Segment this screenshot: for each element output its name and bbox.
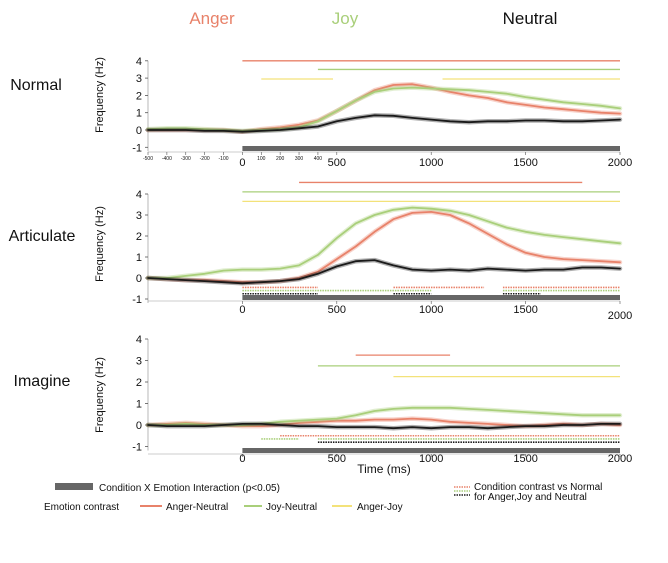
legend-anger-joy-label: Anger-Joy (357, 502, 403, 513)
x-tick-label: 1000 (419, 453, 443, 465)
x-tick-label: -500 (143, 156, 153, 162)
series-line-neutral (147, 114, 621, 133)
series-line-joy (147, 206, 621, 279)
x-tick-label: -200 (200, 156, 210, 162)
series-line-anger (147, 210, 621, 284)
x-tick-label: 1000 (419, 304, 443, 316)
header-joy-label: Joy (332, 9, 359, 28)
y-tick-label: 1 (136, 399, 142, 411)
y-axis-title: Frequency (Hz) (94, 357, 106, 433)
panel-articulate: Articulate Frequency (Hz) -1 0 1 2 3 4 0 500 1000 1… (9, 181, 632, 322)
row-label: Articulate (9, 228, 76, 245)
y-tick-label: 4 (136, 189, 142, 201)
x-tick-label: 0 (239, 304, 245, 316)
y-tick-label: 4 (136, 334, 142, 346)
x-tick-label: 400 (314, 156, 323, 162)
legend-normal-contrast-line1: Condition contrast vs Normal (474, 482, 602, 493)
y-tick-label: 0 (136, 420, 142, 432)
x-tick-label: 100 (257, 156, 266, 162)
y-axis-title: Frequency (Hz) (94, 57, 106, 133)
x-tick-label: 2000 (608, 157, 632, 169)
panel-imagine: Imagine Frequency (Hz) -1 0 1 2 3 4 0 500 1000 1500… (14, 334, 633, 465)
y-tick-label: 3 (136, 210, 142, 222)
legend-joy-neutral-label: Joy-Neutral (266, 502, 317, 513)
legend-normal-contrast-line2: for Anger,Joy and Neutral (474, 492, 587, 503)
y-tick-label: 2 (136, 90, 142, 102)
interaction-bar (242, 448, 620, 453)
x-tick-label: -400 (162, 156, 172, 162)
y-tick-label: 0 (136, 125, 142, 137)
x-tick-label: -300 (181, 156, 191, 162)
x-tick-label: 0 (239, 157, 245, 169)
y-axis-title: Frequency (Hz) (94, 206, 106, 282)
legend-interaction-swatch (55, 483, 93, 490)
interaction-bar (242, 295, 620, 300)
y-tick-label: 4 (136, 56, 142, 68)
y-tick-label: 3 (136, 73, 142, 85)
series-line-joy (147, 406, 621, 426)
y-tick-label: -1 (132, 142, 142, 154)
x-tick-label: 2000 (608, 453, 632, 465)
x-tick-label: 300 (295, 156, 304, 162)
panel-normal: Normal Frequency (Hz) -1 0 1 2 3 4 -500 -400 -300 -… (10, 56, 632, 169)
panels: Normal Frequency (Hz) -1 0 1 2 3 4 -500 -400 -300 -… (9, 56, 633, 465)
legend-emotion-contrast-label: Emotion contrast (44, 502, 119, 513)
x-axis-title: Time (ms) (357, 462, 411, 476)
header-anger-label: Anger (189, 9, 235, 28)
legend: Condition X Emotion Interaction (p<0.05)… (44, 482, 602, 513)
x-tick-label: 200 (276, 156, 285, 162)
y-tick-label: -1 (132, 442, 142, 454)
row-label: Normal (10, 77, 62, 94)
y-tick-label: 1 (136, 252, 142, 264)
y-tick-label: 2 (136, 377, 142, 389)
x-tick-label: 1000 (419, 157, 443, 169)
y-tick-label: -1 (132, 294, 142, 306)
x-tick-label: 500 (328, 304, 346, 316)
series-line-neutral (147, 422, 621, 430)
interaction-bar (242, 146, 620, 151)
x-tick-label: 2000 (608, 310, 632, 322)
x-tick-label: 500 (328, 157, 346, 169)
x-tick-label: -100 (219, 156, 229, 162)
series-halo-neutral (145, 113, 623, 134)
row-label: Imagine (14, 373, 71, 390)
x-tick-label: 500 (328, 453, 346, 465)
y-tick-label: 1 (136, 108, 142, 120)
y-tick-label: 2 (136, 231, 142, 243)
header-neutral-label: Neutral (503, 9, 558, 28)
x-tick-label: 1500 (513, 157, 537, 169)
y-tick-label: 3 (136, 356, 142, 368)
series-line-neutral (147, 259, 621, 285)
legend-interaction-label: Condition X Emotion Interaction (p<0.05) (99, 483, 280, 494)
x-tick-label: 0 (239, 453, 245, 465)
legend-anger-neutral-label: Anger-Neutral (166, 502, 228, 513)
x-tick-label: 1500 (513, 453, 537, 465)
x-tick-label: 1500 (513, 304, 537, 316)
y-tick-label: 0 (136, 273, 142, 285)
